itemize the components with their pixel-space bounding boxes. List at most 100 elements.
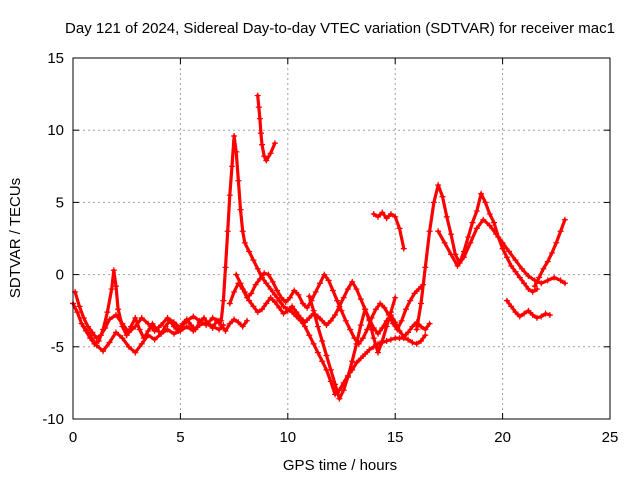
- data-point-marker: [151, 336, 158, 343]
- data-point-marker: [370, 210, 377, 217]
- series-sat-track-h: [306, 293, 399, 402]
- series-line: [228, 271, 425, 346]
- data-point-marker: [342, 317, 349, 324]
- data-point-marker: [246, 297, 253, 304]
- data-point-marker: [529, 288, 536, 295]
- data-point-marker: [209, 314, 216, 321]
- data-point-marker: [482, 199, 489, 206]
- data-point-marker: [557, 228, 564, 235]
- data-point-marker: [512, 257, 519, 264]
- y-tick-label: 0: [56, 267, 64, 284]
- data-point-marker: [177, 327, 184, 334]
- data-point-marker: [392, 294, 399, 301]
- data-point-marker: [278, 294, 285, 301]
- data-point-marker: [506, 248, 513, 255]
- data-point-marker: [521, 310, 528, 317]
- data-point-marker: [188, 322, 195, 329]
- y-tick-labels: -10 -5 0 5 10 15: [42, 50, 64, 428]
- series-sat-track-e: [226, 270, 427, 347]
- data-point-marker: [158, 330, 165, 337]
- data-point-marker: [231, 132, 238, 139]
- data-point-marker: [132, 314, 139, 321]
- data-point-marker: [340, 294, 347, 301]
- data-point-marker: [400, 333, 407, 340]
- data-point-marker: [254, 265, 261, 272]
- data-point-marker: [108, 286, 115, 293]
- data-point-marker: [323, 352, 330, 359]
- data-point-marker: [112, 283, 119, 290]
- data-point-marker: [480, 216, 487, 223]
- data-point-marker: [336, 303, 343, 310]
- data-point-marker: [239, 228, 246, 235]
- data-point-marker: [503, 297, 510, 304]
- data-point-marker: [250, 257, 257, 264]
- x-axis-label: GPS time / hours: [283, 457, 397, 474]
- data-point-marker: [203, 319, 210, 326]
- data-point-marker: [263, 157, 270, 164]
- y-axis-label: SDTVAR / TECUs: [7, 178, 24, 298]
- series-line: [436, 218, 567, 285]
- plot-frame: [72, 57, 611, 420]
- chart-title: Day 121 of 2024, Sidereal Day-to-day VTE…: [65, 20, 615, 37]
- data-point-marker: [243, 317, 250, 324]
- data-point-marker: [366, 317, 373, 324]
- data-point-marker: [115, 306, 122, 313]
- data-point-marker: [512, 268, 519, 275]
- data-point-marker: [387, 336, 394, 343]
- data-point-marker: [314, 349, 321, 356]
- data-point-marker: [256, 115, 263, 122]
- data-point-marker: [259, 141, 266, 148]
- data-point-marker: [503, 254, 510, 261]
- data-point-marker: [164, 314, 171, 321]
- data-point-marker: [435, 228, 442, 235]
- data-point-marker: [499, 239, 506, 246]
- data-point-marker: [254, 92, 261, 99]
- x-tick-label: 20: [494, 429, 511, 446]
- data-point-marker: [478, 190, 485, 197]
- series-sat-track-g: [254, 92, 278, 164]
- data-point-marker: [549, 249, 556, 256]
- data-point-marker: [282, 299, 289, 306]
- data-point-marker: [183, 323, 190, 330]
- data-point-marker: [400, 245, 407, 252]
- data-point-marker: [274, 287, 281, 294]
- data-point-marker: [256, 275, 263, 282]
- data-point-marker: [486, 222, 493, 229]
- data-point-marker: [375, 213, 382, 220]
- series-line: [256, 93, 277, 163]
- x-tick-label: 0: [69, 429, 77, 446]
- data-point-marker: [469, 219, 476, 226]
- data-point-marker: [415, 286, 422, 293]
- x-tick-label: 5: [176, 429, 184, 446]
- data-point-marker: [340, 387, 347, 394]
- data-point-marker: [413, 340, 420, 347]
- data-point-marker: [551, 274, 558, 281]
- data-point-marker: [317, 280, 324, 287]
- data-point-marker: [422, 326, 429, 333]
- data-point-marker: [525, 286, 532, 293]
- data-point-marker: [222, 327, 229, 334]
- data-point-marker: [396, 225, 403, 232]
- data-point-marker: [379, 325, 386, 332]
- data-point-marker: [349, 278, 356, 285]
- data-point-marker: [145, 320, 152, 327]
- data-point-marker: [327, 366, 334, 373]
- data-point-marker: [222, 264, 229, 271]
- data-point-marker: [319, 338, 326, 345]
- data-point-marker: [231, 288, 238, 295]
- data-point-marker: [237, 280, 244, 287]
- data-point-marker: [426, 228, 433, 235]
- series-line: [73, 290, 221, 340]
- data-point-marker: [422, 332, 429, 339]
- data-point-marker: [359, 335, 366, 342]
- data-point-marker: [357, 322, 364, 329]
- data-point-marker: [334, 297, 341, 304]
- data-point-marker: [132, 349, 139, 356]
- data-point-marker: [304, 304, 311, 311]
- data-point-marker: [93, 342, 100, 349]
- data-point-marker: [409, 339, 416, 346]
- data-point-marker: [263, 300, 270, 307]
- data-point-marker: [525, 307, 532, 314]
- data-point-marker: [379, 209, 386, 216]
- data-point-marker: [544, 277, 551, 284]
